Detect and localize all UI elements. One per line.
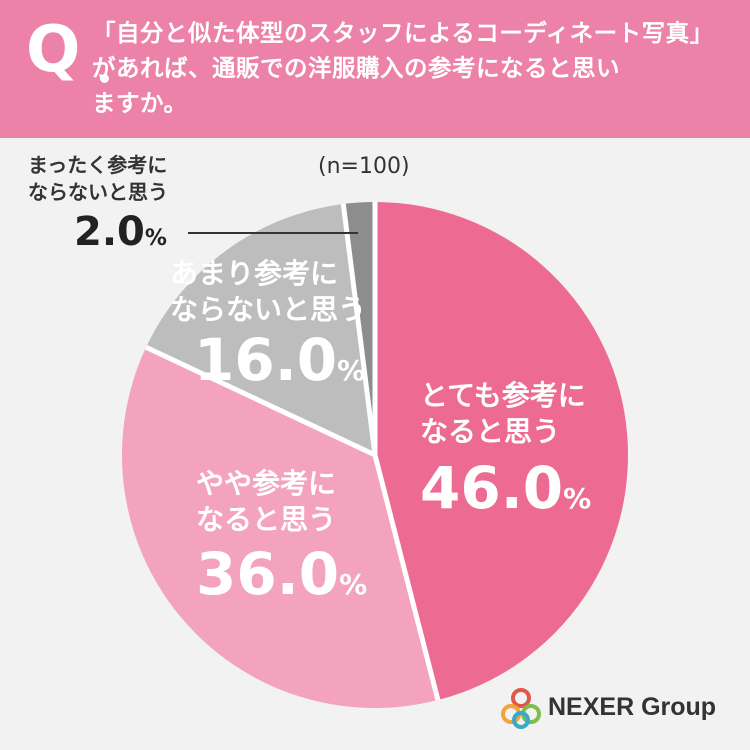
slice-value-very-helpful: 46.0%: [420, 456, 591, 531]
logo-ring-bottom: [512, 711, 530, 729]
nexer-logo-text: NEXER Group: [548, 693, 717, 721]
slice-label-not-very-helpful: あまり参考に ならないと思う 16.0%: [170, 256, 366, 403]
slice-label-very-helpful: とても参考に なると思う 46.0%: [420, 378, 591, 531]
slice-value-somewhat-helpful-number: 36.0: [196, 540, 340, 608]
slice-value-not-helpful-number: 2.0: [74, 209, 145, 255]
slice-label-not-helpful-line-1: まったく参考に: [28, 153, 168, 177]
slice-label-not-helpful-line-2: ならないと思う: [28, 180, 168, 204]
logo-ring-top: [511, 688, 531, 708]
slice-value-not-helpful-at-all: 2.0%: [74, 210, 168, 261]
question-line-3: ますか。: [92, 89, 188, 117]
slice-label-not-very-helpful-line-1: あまり参考に: [170, 257, 339, 290]
question-line-2: があれば、通販での洋服購入の参考になると思い: [92, 54, 620, 82]
slice-label-somewhat-helpful-line-1: やや参考に: [196, 467, 337, 500]
slice-value-not-very-helpful: 16.0%: [194, 328, 366, 403]
q-dot: [100, 74, 109, 83]
nexer-logo: NEXER Group: [500, 683, 730, 733]
nexer-logo-icon: [501, 688, 541, 729]
slice-separator: [372, 454, 441, 701]
question-header: Q 「自分と似た体型のスタッフによるコーディネート写真」 があれば、通販での洋服…: [0, 0, 750, 138]
slice-value-not-very-helpful-number: 16.0: [194, 326, 338, 394]
slice-value-not-very-helpful-unit: %: [337, 354, 366, 387]
q-letter: Q: [26, 13, 81, 87]
leader-line: [188, 232, 358, 234]
slice-label-very-helpful-line-2: なると思う: [420, 415, 561, 448]
pie-slice-very-helpful: [375, 202, 628, 701]
q-mark: Q: [26, 18, 109, 83]
sample-size-label: (n=100): [318, 154, 410, 179]
slice-value-not-helpful-unit: %: [144, 226, 167, 251]
slice-value-very-helpful-number: 46.0: [420, 454, 564, 522]
slice-label-very-helpful-line-1: とても参考に: [420, 379, 586, 412]
slice-value-somewhat-helpful: 36.0%: [196, 542, 367, 617]
pie-slice-not-very-helpful: [146, 203, 375, 455]
slice-label-somewhat-helpful: やや参考に なると思う 36.0%: [196, 466, 367, 617]
slice-label-not-very-helpful-line-2: ならないと思う: [170, 293, 367, 326]
slice-label-somewhat-helpful-line-2: なると思う: [196, 503, 337, 536]
slice-value-somewhat-helpful-unit: %: [339, 568, 368, 601]
slice-label-not-helpful-at-all: まったく参考に ならないと思う 2.0%: [28, 152, 168, 261]
pie-slice-somewhat-helpful: [122, 347, 438, 708]
question-line-1: 「自分と似た体型のスタッフによるコーディネート写真」: [92, 19, 714, 47]
question-text: 「自分と似た体型のスタッフによるコーディネート写真」 があれば、通販での洋服購入…: [92, 16, 742, 121]
slice-value-very-helpful-unit: %: [563, 482, 592, 515]
slice-separator: [145, 345, 377, 458]
slice-separator: [340, 203, 378, 456]
